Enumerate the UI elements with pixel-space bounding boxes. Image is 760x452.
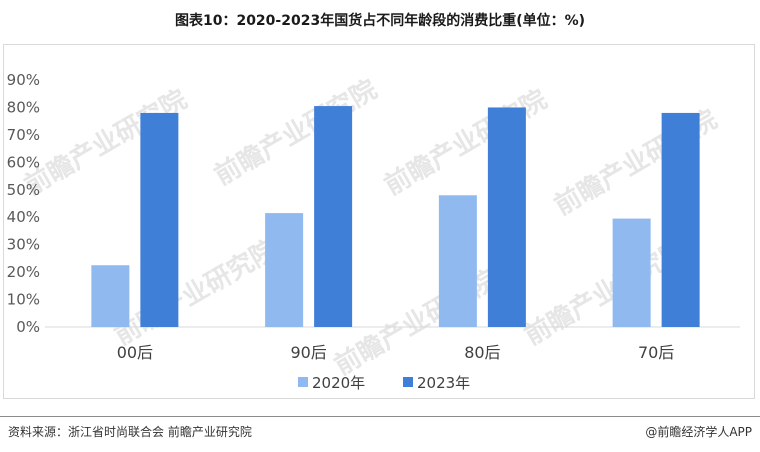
- watermark-text: 前瞻产业研究院: [379, 84, 552, 202]
- x-tick-label: 00后: [117, 343, 153, 362]
- legend-label: 2023年: [417, 374, 470, 392]
- watermark-text: 前瞻产业研究院: [109, 234, 282, 352]
- bar: [612, 218, 651, 327]
- source-note: 资料来源：浙江省时尚联合会 前瞻产业研究院: [8, 425, 252, 439]
- y-tick-label: 80%: [7, 98, 40, 116]
- bar: [265, 213, 304, 327]
- legend-swatch: [298, 377, 308, 387]
- bar: [91, 265, 130, 327]
- x-tick-label: 90后: [290, 343, 326, 362]
- bar: [661, 112, 700, 327]
- footer-divider: [0, 416, 760, 417]
- bar: [140, 112, 179, 327]
- legend-swatch: [403, 377, 413, 387]
- bar: [438, 195, 477, 327]
- y-tick-label: 90%: [7, 71, 40, 89]
- x-tick-label: 80后: [464, 343, 500, 362]
- y-tick-label: 0%: [16, 318, 40, 336]
- y-tick-label: 30%: [7, 236, 40, 254]
- y-tick-label: 40%: [7, 208, 40, 226]
- watermark-text: 前瞻产业研究院: [209, 74, 382, 192]
- y-tick-label: 20%: [7, 263, 40, 281]
- x-tick-label: 70后: [638, 343, 674, 362]
- y-tick-label: 50%: [7, 181, 40, 199]
- legend-label: 2020年: [312, 374, 365, 392]
- bar: [487, 107, 526, 327]
- legend: 2020年 2023年: [298, 374, 470, 392]
- y-tick-label: 60%: [7, 153, 40, 171]
- bar: [314, 106, 353, 327]
- chart-frame: [3, 44, 755, 399]
- bars: 00后 90后 80后 70后: [91, 106, 700, 362]
- chart-title: 图表10：2020-2023年国货占不同年龄段的消费比重(单位：%): [174, 13, 586, 29]
- y-tick-label: 70%: [7, 126, 40, 144]
- credit-note: @前瞻经济学人APP: [645, 425, 752, 439]
- y-tick-label: 10%: [7, 291, 40, 309]
